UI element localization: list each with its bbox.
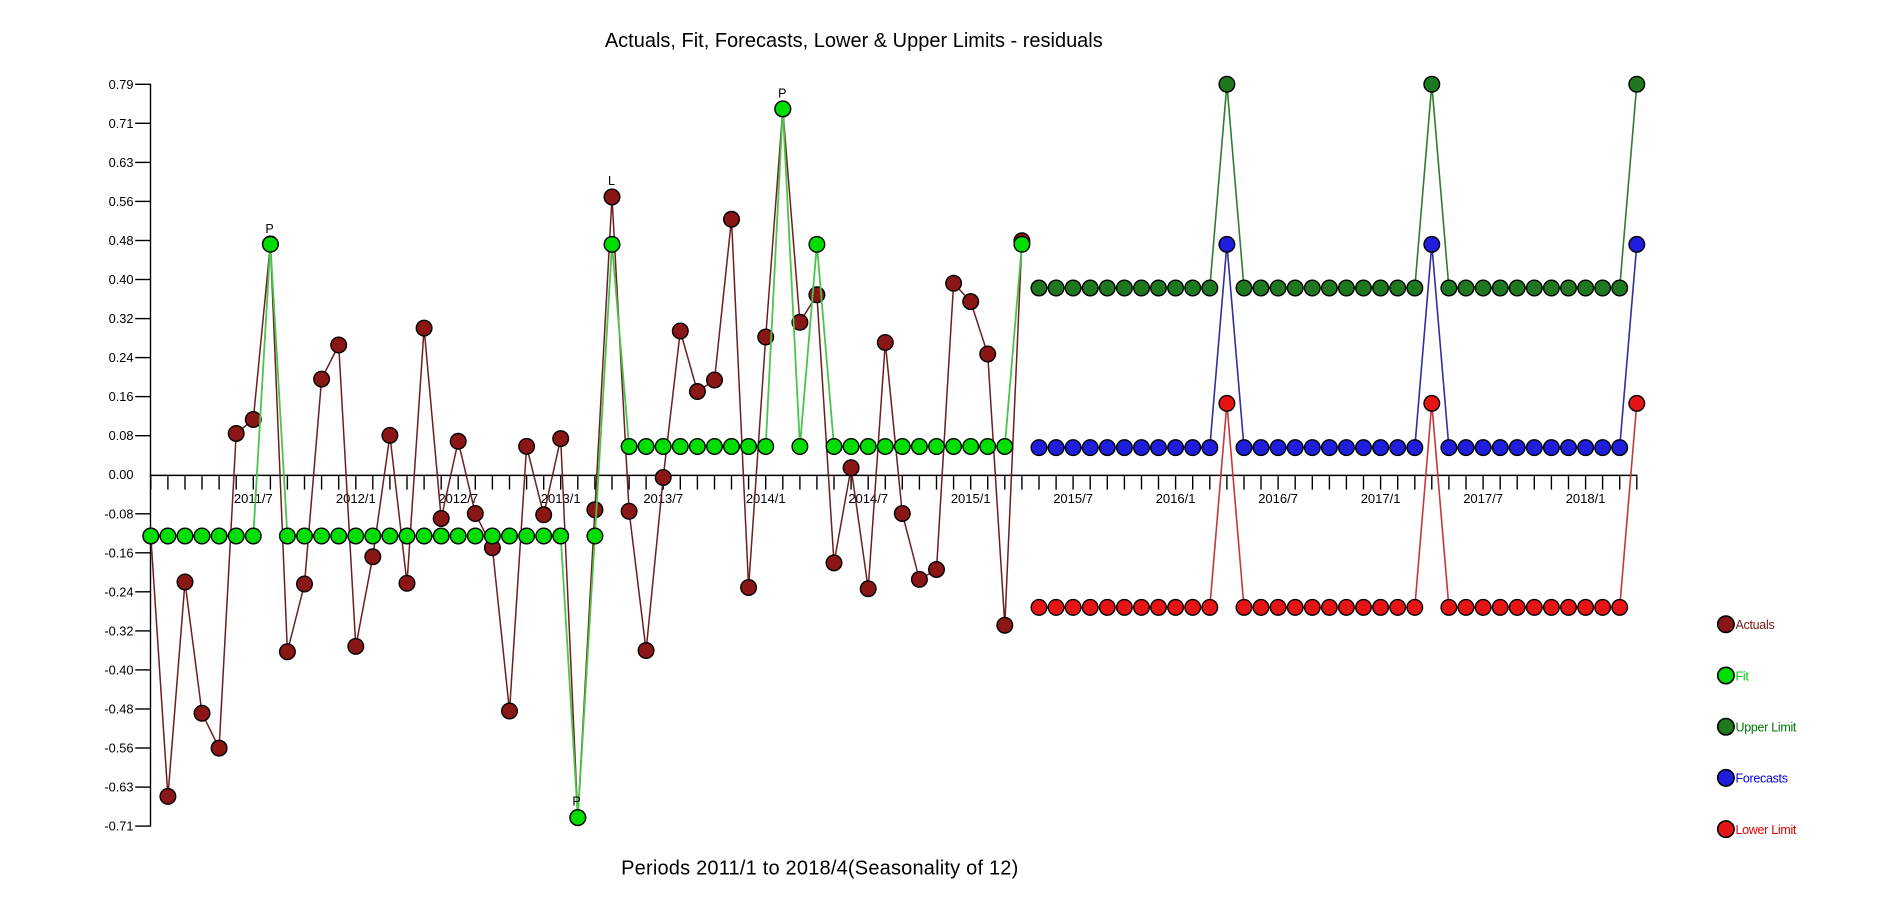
svg-text:Actuals, Fit, Forecasts, Lower: Actuals, Fit, Forecasts, Lower & Upper L… <box>605 30 1103 52</box>
svg-text:2011/7: 2011/7 <box>234 491 273 506</box>
svg-text:-0.63: -0.63 <box>104 780 133 795</box>
svg-text:-0.24: -0.24 <box>104 584 133 599</box>
svg-text:2014/7: 2014/7 <box>848 491 888 506</box>
svg-text:2014/1: 2014/1 <box>746 491 786 506</box>
svg-text:P: P <box>778 87 786 101</box>
svg-text:2013/7: 2013/7 <box>643 491 683 506</box>
svg-text:0.56: 0.56 <box>109 194 134 209</box>
svg-text:2013/1: 2013/1 <box>541 491 581 506</box>
svg-text:-0.71: -0.71 <box>104 819 133 834</box>
svg-text:2016/7: 2016/7 <box>1258 491 1298 506</box>
svg-text:-0.08: -0.08 <box>104 506 133 521</box>
svg-text:-0.40: -0.40 <box>104 662 133 677</box>
svg-text:2015/7: 2015/7 <box>1053 491 1093 506</box>
svg-text:0.79: 0.79 <box>109 77 134 92</box>
svg-text:0.48: 0.48 <box>109 233 134 248</box>
svg-text:0.32: 0.32 <box>109 311 134 326</box>
svg-text:0.08: 0.08 <box>109 428 134 443</box>
svg-text:Upper Limit: Upper Limit <box>1736 721 1797 735</box>
svg-text:2018/1: 2018/1 <box>1566 491 1606 506</box>
svg-text:0.40: 0.40 <box>109 272 134 287</box>
svg-text:2017/1: 2017/1 <box>1361 491 1401 506</box>
svg-text:0.00: 0.00 <box>109 467 134 482</box>
svg-text:P: P <box>572 795 580 809</box>
svg-text:0.71: 0.71 <box>109 116 134 131</box>
svg-text:0.16: 0.16 <box>109 389 134 404</box>
svg-text:P: P <box>265 222 273 236</box>
svg-text:-0.16: -0.16 <box>104 545 133 560</box>
svg-text:0.24: 0.24 <box>109 350 134 365</box>
svg-text:2017/7: 2017/7 <box>1463 491 1503 506</box>
svg-text:2015/1: 2015/1 <box>951 491 991 506</box>
svg-text:0.63: 0.63 <box>109 155 134 170</box>
svg-text:Actuals: Actuals <box>1736 618 1775 632</box>
svg-text:L: L <box>608 174 615 188</box>
svg-text:2016/1: 2016/1 <box>1156 491 1196 506</box>
svg-text:-0.48: -0.48 <box>104 702 133 717</box>
svg-text:Lower Limit: Lower Limit <box>1736 823 1797 837</box>
svg-text:Fit: Fit <box>1736 669 1750 683</box>
svg-text:-0.56: -0.56 <box>104 741 133 756</box>
svg-text:-0.32: -0.32 <box>104 623 133 638</box>
svg-text:2012/1: 2012/1 <box>336 491 376 506</box>
svg-text:Forecasts: Forecasts <box>1736 772 1788 786</box>
svg-text:Periods 2011/1 to 2018/4(Seaso: Periods 2011/1 to 2018/4(Seasonality of … <box>621 858 1018 880</box>
svg-text:2012/7: 2012/7 <box>438 491 478 506</box>
